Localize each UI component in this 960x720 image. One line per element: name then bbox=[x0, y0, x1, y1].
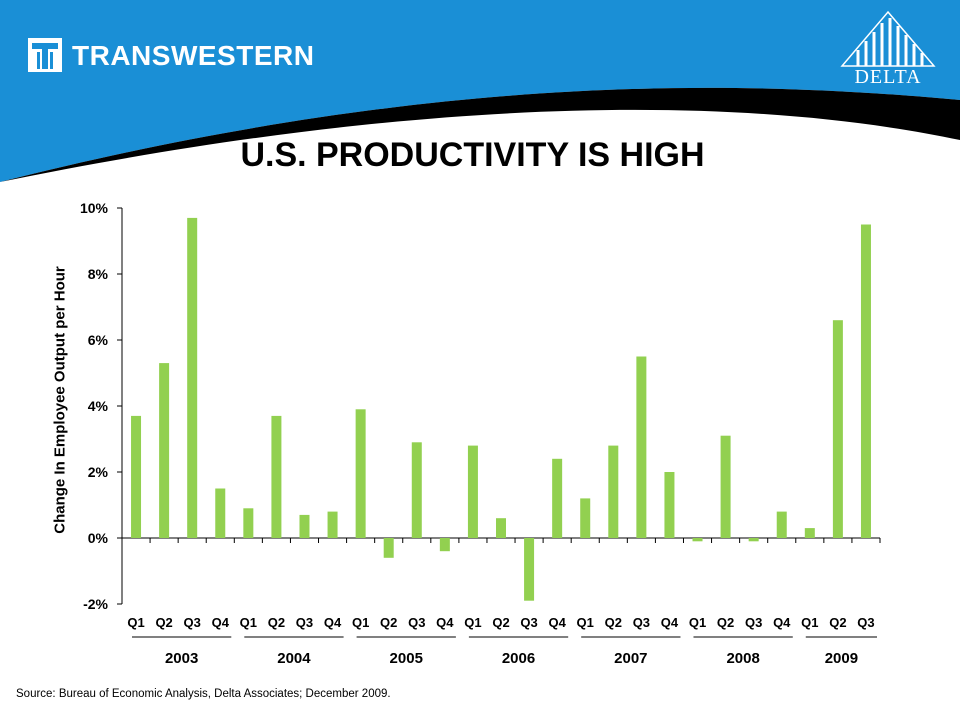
x-tick-label: Q2 bbox=[155, 615, 172, 630]
year-label: 2007 bbox=[614, 650, 647, 667]
bar bbox=[327, 511, 338, 538]
bar bbox=[215, 488, 226, 538]
x-tick-label: Q2 bbox=[717, 615, 734, 630]
x-tick-label: Q3 bbox=[857, 615, 874, 630]
bar bbox=[832, 320, 843, 538]
bar bbox=[580, 498, 591, 538]
x-tick-label: Q3 bbox=[184, 615, 201, 630]
bar bbox=[439, 538, 450, 552]
bar bbox=[552, 458, 563, 538]
y-tick-label: -2% bbox=[83, 596, 108, 612]
x-tick-label: Q3 bbox=[296, 615, 313, 630]
bar bbox=[804, 528, 815, 538]
bar bbox=[187, 217, 198, 538]
bar bbox=[355, 409, 366, 538]
bar bbox=[692, 538, 703, 542]
y-tick-label: 2% bbox=[88, 464, 109, 480]
bar bbox=[776, 511, 787, 538]
header-black-swoosh bbox=[0, 87, 960, 182]
bar bbox=[720, 435, 731, 538]
x-tick-label: Q2 bbox=[605, 615, 622, 630]
x-tick-label: Q1 bbox=[464, 615, 481, 630]
y-tick-label: 10% bbox=[80, 200, 109, 216]
bar bbox=[467, 445, 478, 538]
y-tick-label: 0% bbox=[88, 530, 109, 546]
bar bbox=[411, 442, 422, 538]
x-tick-label: Q3 bbox=[633, 615, 650, 630]
bar bbox=[299, 514, 310, 538]
x-tick-label: Q1 bbox=[127, 615, 144, 630]
x-tick-label: Q1 bbox=[689, 615, 706, 630]
x-tick-label: Q1 bbox=[577, 615, 594, 630]
productivity-bar-chart: 10% 8% 6% 4% 2% 0% -2% Q1 Q2 Q3 Q4 Q1 Q2 Q3 Q4 Q1 Q2 Q3 Q4… bbox=[80, 200, 881, 667]
year-label: 2008 bbox=[726, 650, 759, 667]
header-blue-fill bbox=[0, 0, 960, 182]
x-tick-label: Q2 bbox=[829, 615, 846, 630]
brand-name: TRANSWESTERN bbox=[72, 40, 315, 71]
year-label: 2005 bbox=[390, 650, 423, 667]
bar bbox=[271, 415, 282, 538]
x-tick-label: Q2 bbox=[492, 615, 509, 630]
y-tick-label: 6% bbox=[88, 332, 109, 348]
x-tick-label: Q4 bbox=[212, 615, 230, 630]
year-label: 2004 bbox=[277, 650, 311, 667]
year-label: 2006 bbox=[502, 650, 535, 667]
x-tick-label: Q4 bbox=[324, 615, 342, 630]
y-tick-label: 4% bbox=[88, 398, 109, 414]
x-tick-label: Q4 bbox=[661, 615, 679, 630]
y-tick-label: 8% bbox=[88, 266, 109, 282]
partner-name: DELTA bbox=[854, 66, 922, 88]
bar bbox=[748, 538, 759, 542]
bar bbox=[664, 472, 675, 538]
x-tick-label: Q1 bbox=[801, 615, 818, 630]
bar bbox=[131, 415, 142, 538]
x-tick-label: Q2 bbox=[380, 615, 397, 630]
bar bbox=[524, 538, 535, 601]
x-tick-label: Q3 bbox=[520, 615, 537, 630]
x-tick-label: Q3 bbox=[745, 615, 762, 630]
bar bbox=[860, 224, 871, 538]
year-label: 2009 bbox=[825, 650, 858, 667]
transwestern-logo-icon bbox=[28, 38, 62, 72]
header-banner bbox=[0, 0, 960, 182]
year-label: 2003 bbox=[165, 650, 198, 667]
bar bbox=[383, 538, 394, 558]
bar bbox=[636, 356, 647, 538]
x-tick-label: Q3 bbox=[408, 615, 425, 630]
x-tick-label: Q4 bbox=[548, 615, 566, 630]
bar bbox=[159, 363, 170, 538]
bar bbox=[608, 445, 619, 538]
x-tick-label: Q4 bbox=[773, 615, 791, 630]
x-tick-label: Q4 bbox=[436, 615, 454, 630]
y-axis-title-text: Change In Employee Output per Hour bbox=[51, 266, 69, 534]
source-note: Source: Bureau of Economic Analysis, Del… bbox=[16, 688, 391, 700]
bar bbox=[243, 508, 254, 538]
bar bbox=[496, 518, 506, 538]
delta-logo-icon bbox=[840, 10, 936, 67]
x-tick-label: Q2 bbox=[268, 615, 285, 630]
page-title: U.S. PRODUCTIVITY IS HIGH bbox=[240, 136, 705, 174]
x-tick-label: Q1 bbox=[352, 615, 369, 630]
x-tick-label: Q1 bbox=[240, 615, 257, 630]
